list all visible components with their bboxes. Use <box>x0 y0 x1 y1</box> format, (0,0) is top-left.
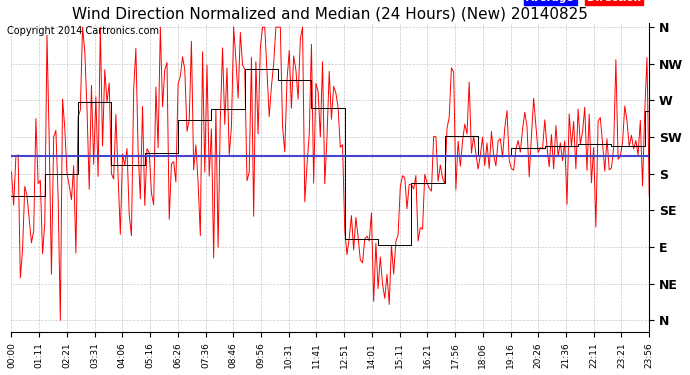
Title: Wind Direction Normalized and Median (24 Hours) (New) 20140825: Wind Direction Normalized and Median (24… <box>72 7 589 22</box>
Text: Copyright 2014 Cartronics.com: Copyright 2014 Cartronics.com <box>7 26 159 36</box>
Text: Average: Average <box>526 0 575 3</box>
Text: Direction: Direction <box>587 0 641 3</box>
